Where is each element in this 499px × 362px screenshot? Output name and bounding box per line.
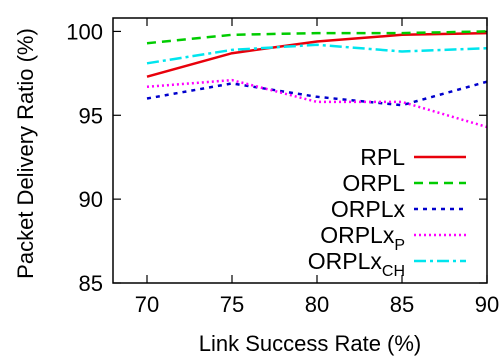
legend-label: ORPLxCH [308,248,405,280]
legend-label-name: ORPL [342,170,405,196]
legend-label-name: ORPLx [308,248,383,274]
y-axis-label: Packet Delivery Ratio (%) [13,28,38,279]
legend-label-subscript: P [394,237,405,254]
x-tick-label: 70 [135,292,159,317]
legend-label-name: ORPLx [320,222,395,248]
x-axis-label: Link Success Rate (%) [199,331,422,356]
series-line-4 [146,43,488,65]
legend-label: ORPLx [331,196,406,222]
y-tick-label: 85 [79,271,103,296]
legend-label-subscript: CH [382,263,405,280]
legend-label: ORPL [342,170,405,196]
series-lines [146,30,488,129]
series-line-1 [146,30,488,45]
legend-label: RPL [360,144,405,170]
x-tick-label: 80 [305,292,329,317]
y-tick-label: 95 [79,103,103,128]
series-line-0 [146,31,488,78]
plot-frame [112,17,488,284]
y-tick-label: 100 [66,19,103,44]
series-line-2 [146,80,488,107]
x-tick-label: 75 [220,292,244,317]
axis-ticks: 70 75 80 85 90 85 90 95 100 [66,18,499,317]
legend-label-name: RPL [360,144,405,170]
legend-label: ORPLxP [320,222,405,254]
series-line-3 [146,78,488,129]
legend-label-name: ORPLx [331,196,406,222]
x-tick-label: 85 [390,292,414,317]
y-tick-label: 90 [79,187,103,212]
x-tick-label: 90 [475,292,499,317]
